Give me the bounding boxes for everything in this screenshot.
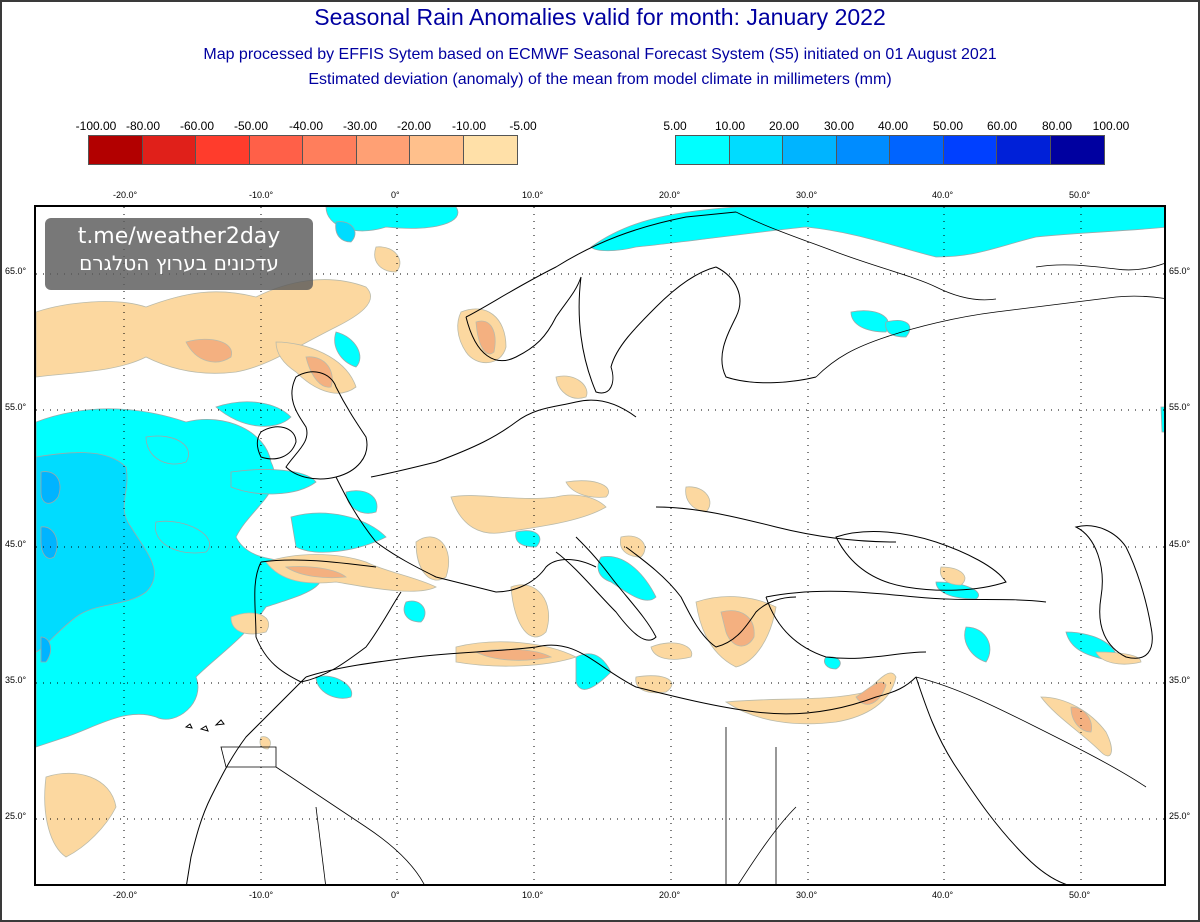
map-title: Seasonal Rain Anomalies valid for month:… bbox=[314, 4, 886, 30]
colorbar-negative bbox=[88, 135, 518, 165]
lon-label-top: 30.0° bbox=[796, 190, 818, 200]
map-canvas bbox=[36, 207, 1164, 884]
colorbar-swatch bbox=[410, 136, 464, 164]
telegram-watermark[interactable]: t.me/weather2day עדכונים בערוץ הטלגרם bbox=[45, 218, 313, 290]
colorbar-label: -100.00 bbox=[75, 119, 117, 133]
colorbar-label: -20.00 bbox=[396, 119, 432, 133]
colorbar-swatch bbox=[463, 136, 517, 164]
map-subtitle-source: Map processed by EFFIS Sytem based on EC… bbox=[203, 46, 997, 63]
colorbar-label: 80.00 bbox=[1041, 119, 1073, 133]
lat-label-left: 65.0° bbox=[5, 266, 27, 276]
lon-label-bottom: 40.0° bbox=[932, 890, 954, 900]
colorbar-label: -30.00 bbox=[342, 119, 378, 133]
colorbar-positive bbox=[675, 135, 1105, 165]
colorbar-label: -10.00 bbox=[451, 119, 487, 133]
lat-label-right: 65.0° bbox=[1169, 266, 1191, 276]
lon-label-bottom: -20.0° bbox=[113, 890, 138, 900]
lon-label-bottom: 0° bbox=[391, 890, 400, 900]
colorbar-swatch bbox=[676, 136, 730, 164]
colorbar-swatch bbox=[142, 136, 196, 164]
colorbar-swatch bbox=[1050, 136, 1104, 164]
colorbar-label: -50.00 bbox=[233, 119, 269, 133]
colorbar-swatch bbox=[997, 136, 1051, 164]
colorbar-swatch bbox=[196, 136, 250, 164]
colorbar-label: 50.00 bbox=[932, 119, 964, 133]
lon-label-bottom: 20.0° bbox=[659, 890, 681, 900]
lat-label-right: 55.0° bbox=[1169, 402, 1191, 412]
dry-anomaly-areas bbox=[36, 246, 1142, 858]
lon-label-top: -10.0° bbox=[249, 190, 274, 200]
colorbar-label: -80.00 bbox=[125, 119, 161, 133]
colorbar-label: 30.00 bbox=[823, 119, 855, 133]
lon-label-bottom: 30.0° bbox=[796, 890, 818, 900]
colorbar-label: -60.00 bbox=[179, 119, 215, 133]
lat-label-left: 35.0° bbox=[5, 675, 27, 685]
lat-label-right: 35.0° bbox=[1169, 675, 1191, 685]
watermark-caption: עדכונים בערוץ הטלגרם bbox=[79, 251, 279, 275]
colorbar-swatch bbox=[943, 136, 997, 164]
lon-label-bottom: -10.0° bbox=[249, 890, 274, 900]
map-subtitle-units: Estimated deviation (anomaly) of the mea… bbox=[308, 71, 892, 88]
colorbar-label: -40.00 bbox=[288, 119, 324, 133]
lon-label-top: 10.0° bbox=[522, 190, 544, 200]
lon-label-top: 40.0° bbox=[932, 190, 954, 200]
lat-label-left: 45.0° bbox=[5, 539, 27, 549]
lat-label-left: 55.0° bbox=[5, 402, 27, 412]
colorbar-label: 60.00 bbox=[986, 119, 1018, 133]
lat-label-right: 25.0° bbox=[1169, 811, 1191, 821]
lat-label-left: 25.0° bbox=[5, 811, 27, 821]
colorbar-swatch bbox=[729, 136, 783, 164]
watermark-link[interactable]: t.me/weather2day bbox=[77, 224, 281, 249]
lat-label-right: 45.0° bbox=[1169, 539, 1191, 549]
colorbar-swatch bbox=[890, 136, 944, 164]
colorbar-label: 5.00 bbox=[663, 119, 687, 133]
colorbar-swatch bbox=[249, 136, 303, 164]
colorbar-swatch bbox=[89, 136, 143, 164]
colorbar-label: 10.00 bbox=[714, 119, 746, 133]
coastlines bbox=[184, 211, 1164, 884]
colorbar-swatch bbox=[356, 136, 410, 164]
lon-label-top: 20.0° bbox=[659, 190, 681, 200]
colorbar-label: 20.00 bbox=[768, 119, 800, 133]
colorbar-label: 40.00 bbox=[877, 119, 909, 133]
wet-anomaly-areas bbox=[36, 207, 1164, 748]
colorbar-swatch bbox=[303, 136, 357, 164]
lon-label-top: 0° bbox=[391, 190, 400, 200]
colorbar-swatch bbox=[783, 136, 837, 164]
lon-label-bottom: 50.0° bbox=[1069, 890, 1091, 900]
colorbar-swatch bbox=[836, 136, 890, 164]
graticule bbox=[36, 207, 1164, 884]
lon-label-top: 50.0° bbox=[1069, 190, 1091, 200]
lon-label-bottom: 10.0° bbox=[522, 890, 544, 900]
colorbar-label: 100.00 bbox=[1092, 119, 1130, 133]
lon-label-top: -20.0° bbox=[113, 190, 138, 200]
colorbar-label: -5.00 bbox=[509, 119, 537, 133]
anomaly-map[interactable] bbox=[34, 205, 1166, 886]
